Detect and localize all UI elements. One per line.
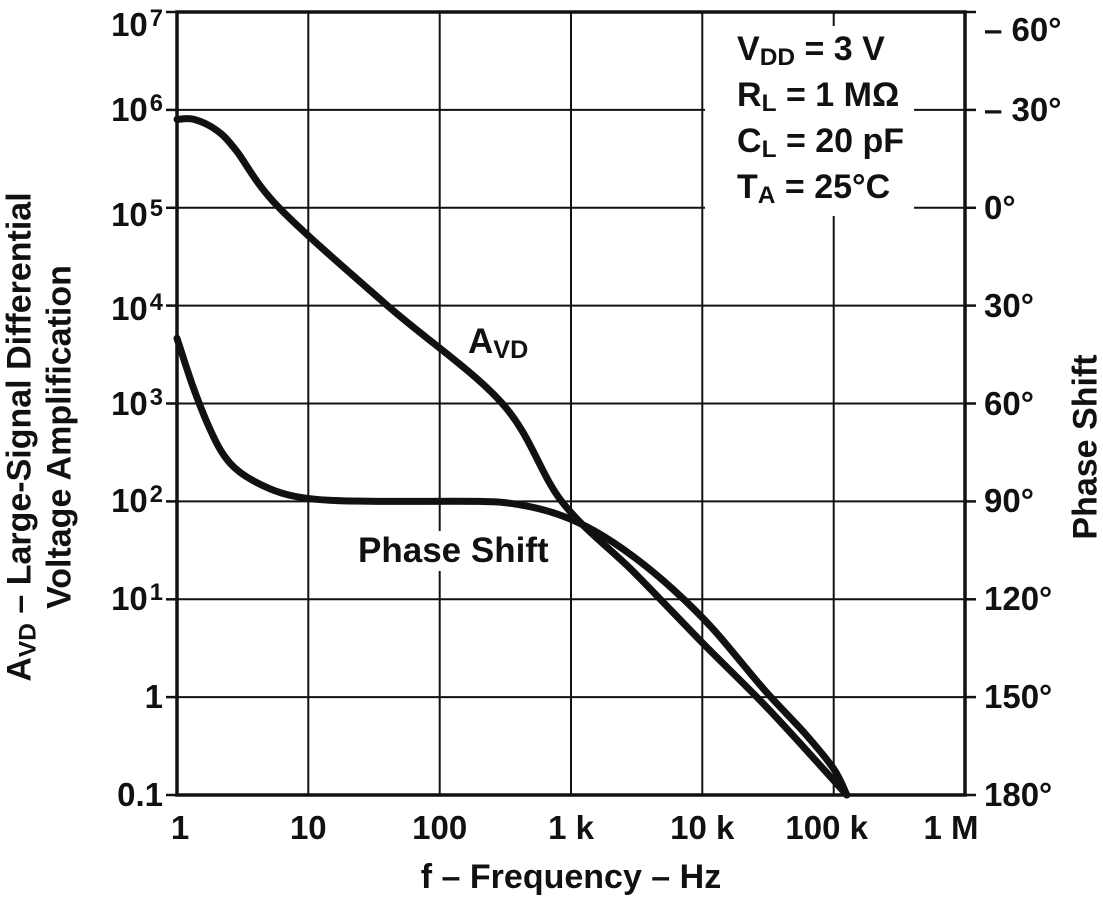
y-axis-left-tick-label: 103 [111, 383, 163, 422]
y-axis-right-tick-label: 180° [984, 776, 1053, 813]
y-axis-right-tick-label: 60° [984, 384, 1034, 422]
y-axis-left-tick-label: 107 [111, 5, 163, 43]
x-axis-tick-label: 100 [412, 809, 468, 846]
y-axis-left-tick-label: 105 [111, 194, 163, 233]
y-axis-left-tick-label: 106 [111, 89, 163, 128]
x-axis-tick-label: 1 [170, 809, 190, 846]
y-axis-right-tick-label: 30° [984, 286, 1034, 324]
y-axis-left-title-line1: AVD – Large-Signal Differential [0, 192, 42, 682]
y-axis-left-tick-label: 104 [111, 288, 163, 327]
y-axis-right-tick-label: 120° [984, 580, 1053, 618]
y-axis-left-title-line2: Voltage Amplification [40, 265, 79, 609]
test-conditions-annotation: VDD = 3 V RL = 1 MΩ CL = 20 pF TA = 25°C [705, 26, 915, 216]
y-axis-right-tick-label: – 30° [984, 90, 1062, 128]
avd-curve-label: AVD [468, 322, 529, 365]
y-axis-left-tick-label: 0.1 [117, 776, 163, 813]
x-axis-tick-label: 10 k [670, 809, 735, 846]
x-axis-tick-label: 1 M [923, 809, 979, 846]
plot-border [175, 10, 967, 797]
y-axis-right-tick-label: 150° [984, 678, 1053, 716]
condition-vdd: VDD = 3 V [737, 30, 885, 71]
x-axis-tick-label: 100 k [785, 809, 868, 846]
x-axis-tick-label: 1 k [548, 809, 594, 846]
x-axis-title: f – Frequency – Hz [420, 858, 722, 896]
y-axis-right-tick-label: – 60° [984, 11, 1062, 48]
phase-curve-label: Phase Shift [352, 531, 555, 571]
phase-shift-curve [173, 334, 851, 799]
y-axis-right-title: Phase Shift [1066, 354, 1103, 540]
y-axis-left-tick-label: 1 [144, 678, 163, 716]
x-axis-tick-label: 10 [289, 809, 327, 846]
y-axis-left-title: AVD – Large-Signal Differential Voltage … [0, 192, 79, 682]
y-axis-left-tick-label: 101 [111, 579, 163, 618]
condition-ta: TA = 25°C [737, 168, 891, 209]
avd-gain-curve [173, 115, 851, 799]
condition-cl: CL = 20 pF [737, 122, 905, 163]
condition-rl: RL = 1 MΩ [737, 76, 900, 117]
y-axis-left-tick-label: 102 [111, 481, 163, 520]
y-axis-right-tick-label: 0° [984, 188, 1016, 226]
y-axis-right-tick-label: 90° [984, 482, 1034, 520]
